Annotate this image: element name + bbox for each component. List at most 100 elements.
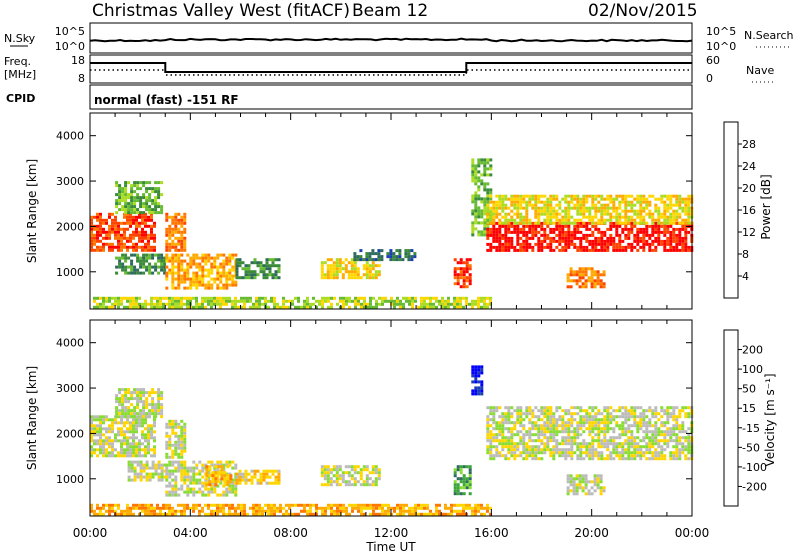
heatmap-cell: [130, 391, 134, 395]
heatmap-cell: [420, 503, 423, 507]
heatmap-cell: [540, 239, 544, 243]
heatmap-cell: [575, 492, 579, 496]
heatmap-cell: [516, 212, 520, 216]
heatmap-cell: [174, 425, 178, 429]
heatmap-cell: [558, 442, 562, 446]
heatmap-cell: [344, 471, 348, 475]
heatmap-cell: [165, 493, 169, 497]
heatmap-cell: [365, 264, 369, 268]
heatmap-cell: [353, 258, 357, 262]
heatmap-cell: [377, 477, 381, 481]
heatmap-cell: [345, 506, 348, 510]
heatmap-cell: [591, 454, 595, 458]
heatmap-cell: [180, 299, 183, 303]
heatmap-cell: [222, 302, 225, 306]
heatmap-cell: [420, 512, 423, 516]
heatmap-cell: [678, 206, 682, 210]
heatmap-cell: [591, 218, 595, 222]
heatmap-cell: [369, 296, 372, 300]
heatmap-cell: [429, 512, 432, 516]
heatmap-cell: [633, 436, 637, 440]
heatmap-cell: [669, 224, 673, 228]
heatmap-cell: [205, 483, 209, 487]
heatmap-cell: [456, 305, 459, 309]
heatmap-cell: [471, 506, 474, 510]
heatmap-cell: [309, 503, 312, 507]
heatmap-cell: [570, 236, 574, 240]
heatmap-cell: [540, 424, 544, 428]
heatmap-cell: [141, 221, 144, 225]
heatmap-cell: [117, 433, 120, 437]
heatmap-cell: [154, 253, 158, 257]
heatmap-cell: [133, 472, 137, 476]
heatmap-cell: [666, 242, 670, 246]
heatmap-cell: [258, 512, 261, 516]
heatmap-cell: [615, 230, 619, 234]
heatmap-cell: [420, 299, 423, 303]
heatmap-cell: [222, 503, 225, 507]
heatmap-cell: [471, 158, 475, 162]
heatmap-cell: [672, 445, 676, 449]
heatmap-cell: [399, 299, 402, 303]
heatmap-cell: [348, 296, 351, 300]
heatmap-cell: [180, 224, 184, 228]
heatmap-cell: [687, 215, 691, 219]
heatmap-cell: [558, 233, 562, 237]
heatmap-cell: [279, 506, 282, 510]
heatmap-cell: [127, 397, 131, 401]
heatmap-cell: [525, 451, 529, 455]
heatmap-cell: [627, 448, 631, 452]
heatmap-cell: [684, 436, 688, 440]
heatmap-cell: [599, 282, 603, 286]
heatmap-cell: [591, 245, 595, 249]
heatmap-cell: [477, 215, 481, 219]
heatmap-cell: [117, 296, 120, 300]
heatmap-cell: [96, 415, 99, 419]
heatmap-cell: [162, 512, 165, 516]
heatmap-cell: [678, 436, 682, 440]
heatmap-cell: [606, 445, 610, 449]
heatmap-cell: [567, 412, 571, 416]
heatmap-cell: [525, 239, 529, 243]
heatmap-cell: [231, 274, 235, 278]
heatmap-cell: [127, 406, 131, 410]
heatmap-cell: [138, 233, 141, 237]
heatmap-cell: [262, 478, 266, 482]
heatmap-cell: [171, 472, 175, 476]
heatmap-cell: [555, 445, 559, 449]
heatmap-cell: [498, 203, 502, 207]
heatmap-cell: [157, 406, 161, 410]
heatmap-cell: [126, 418, 129, 422]
heatmap-cell: [288, 299, 291, 303]
heatmap-cell: [150, 227, 153, 231]
heatmap-cell: [323, 468, 327, 472]
heatmap-cell: [201, 302, 204, 306]
heatmap-cell: [519, 424, 523, 428]
heatmap-cell: [648, 442, 652, 446]
heatmap-cell: [561, 451, 565, 455]
heatmap-cell: [513, 442, 517, 446]
heatmap-cell: [136, 400, 140, 404]
heatmap-cell: [207, 512, 210, 516]
heatmap-cell: [220, 468, 224, 472]
heatmap-cell: [498, 406, 502, 410]
heatmap-cell: [396, 512, 399, 516]
heatmap-cell: [368, 477, 372, 481]
heatmap-cell: [326, 267, 330, 271]
heatmap-cell: [115, 412, 119, 416]
heatmap-cell: [124, 196, 128, 200]
heatmap-cell: [357, 509, 360, 513]
heatmap-cell: [513, 218, 517, 222]
heatmap-cell: [168, 227, 172, 231]
heatmap-cell: [327, 296, 330, 300]
heatmap-cell: [174, 302, 177, 306]
heatmap-cell: [108, 215, 111, 219]
heatmap-cell: [567, 433, 571, 437]
heatmap-cell: [183, 215, 187, 219]
scatter-region: [115, 181, 164, 215]
heatmap-cell: [537, 418, 541, 422]
heatmap-cell: [381, 299, 384, 303]
heatmap-cell: [157, 472, 161, 476]
heatmap-cell: [362, 273, 366, 277]
heatmap-cell: [96, 302, 99, 306]
